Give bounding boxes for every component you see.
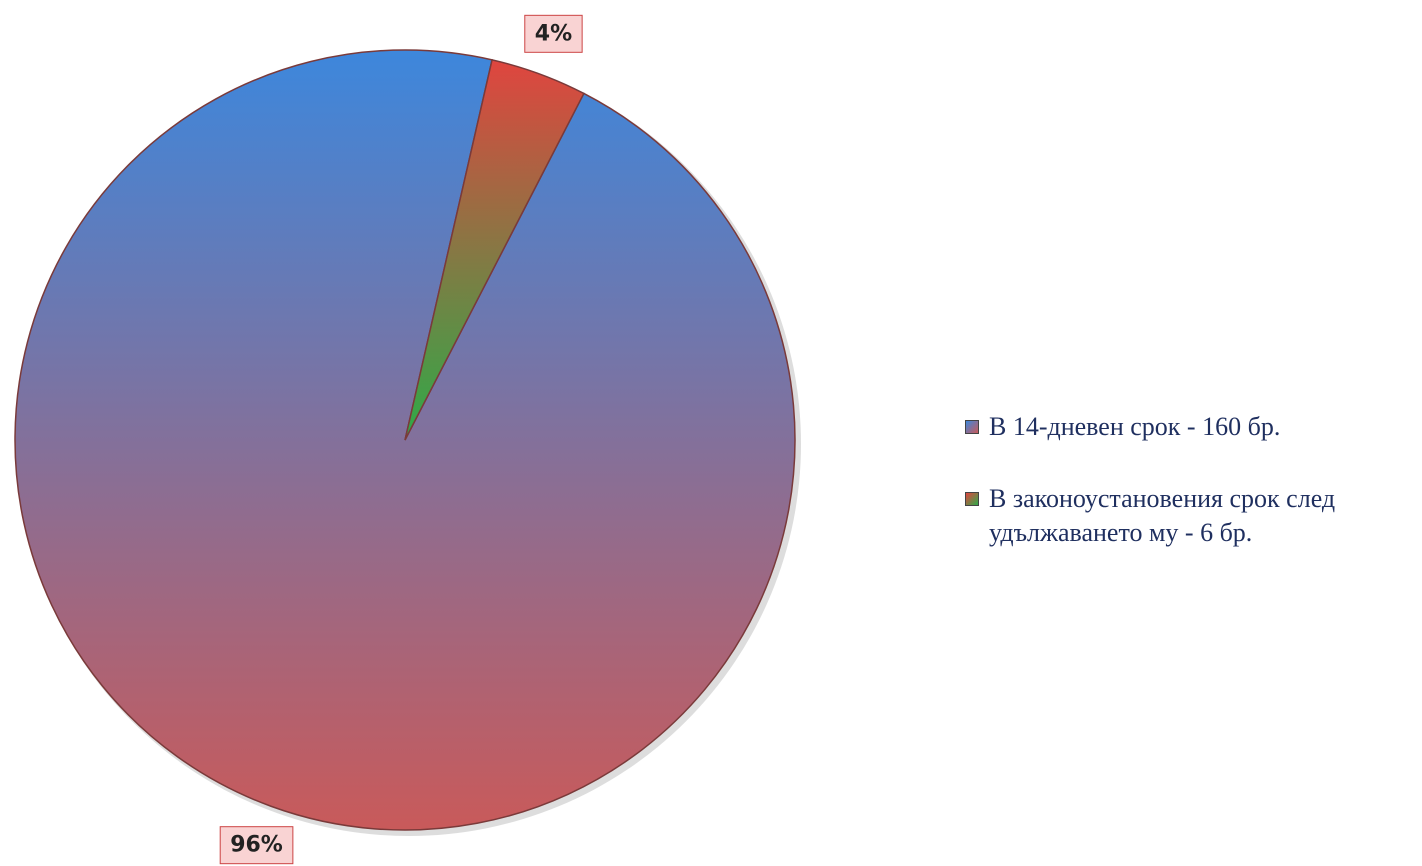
legend-entry: В законоустановения срок след удължаване… xyxy=(965,482,1415,550)
legend-label: В законоустановения срок след удължаване… xyxy=(989,484,1336,547)
data-label-box xyxy=(524,14,583,53)
legend-swatch xyxy=(965,420,979,434)
data-label-box xyxy=(219,826,294,865)
legend-label: В 14-дневен срок - 160 бр. xyxy=(989,412,1281,441)
legend-entry: В 14-дневен срок - 160 бр. xyxy=(965,410,1415,444)
legend: В 14-дневен срок - 160 бр. В законоустано… xyxy=(965,410,1415,588)
legend-swatch xyxy=(965,492,979,506)
pie-slice xyxy=(404,58,585,441)
data-label: 4% xyxy=(535,21,572,46)
data-label: 96% xyxy=(230,833,283,858)
